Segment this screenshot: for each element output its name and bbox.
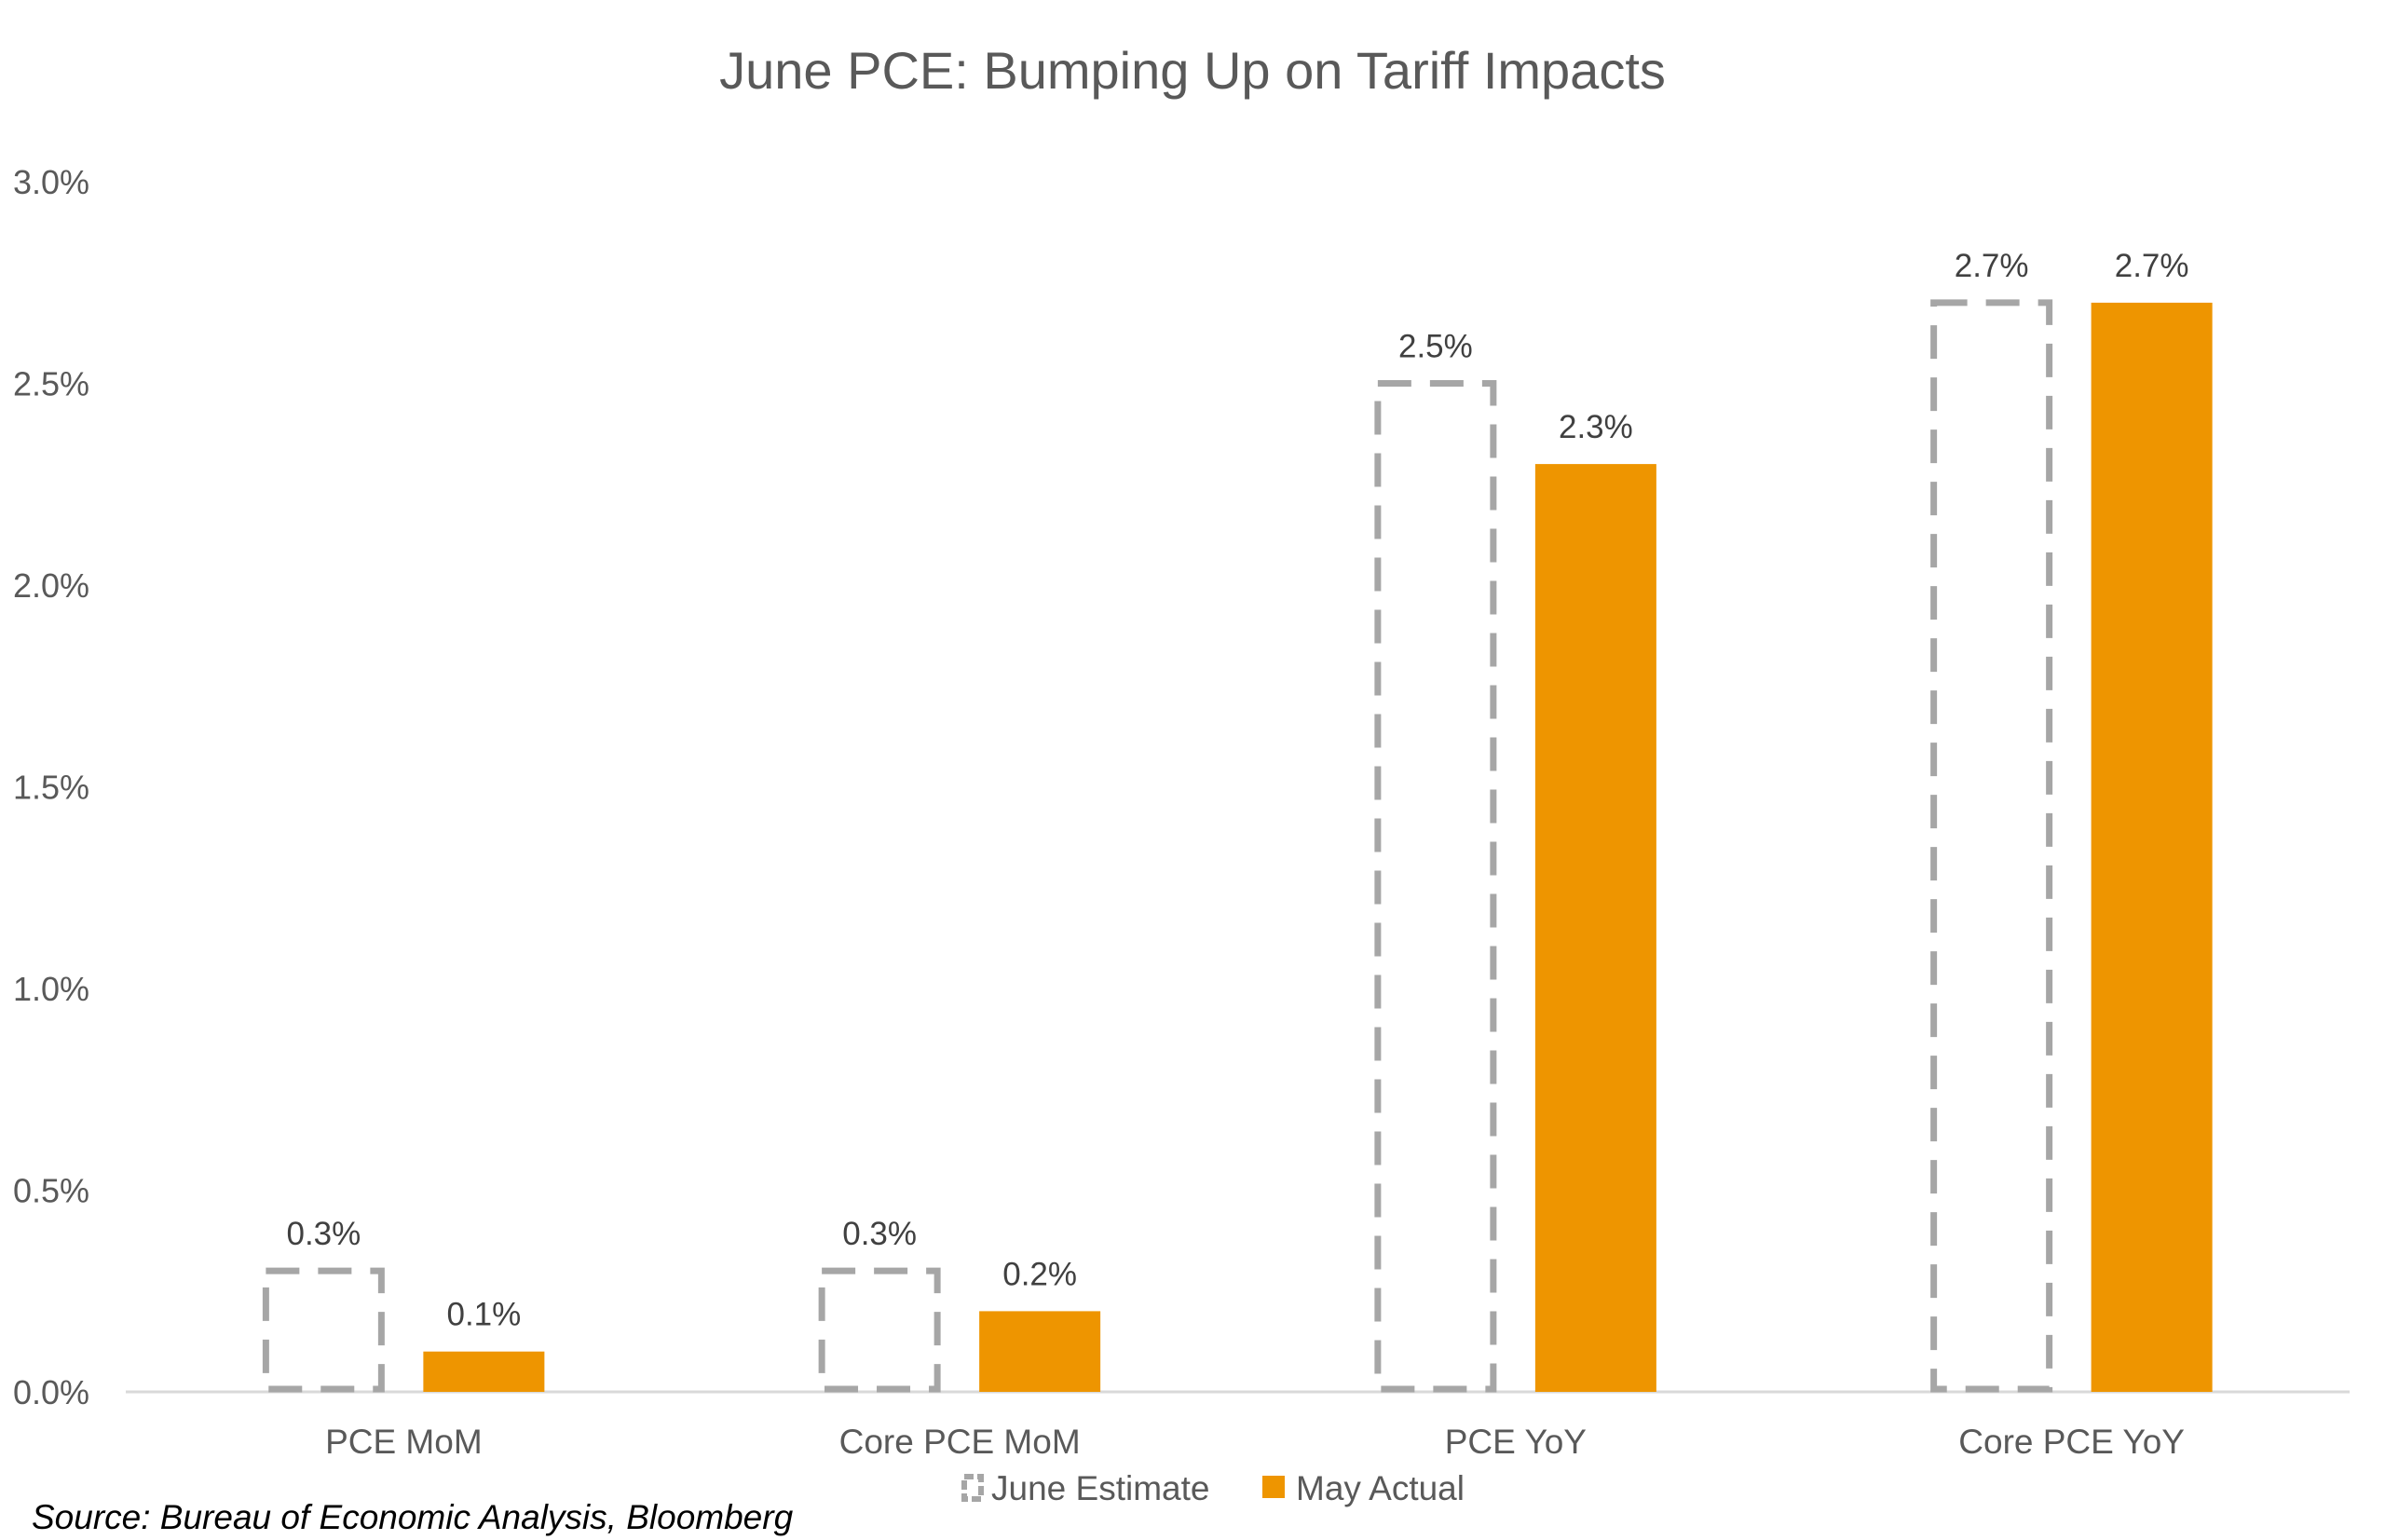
category-label: Core PCE YoY: [1958, 1423, 2185, 1461]
data-label-june-estimate: 2.7%: [1955, 248, 2029, 284]
y-tick-label: 0.0%: [13, 1373, 89, 1411]
data-label-may-actual: 2.3%: [1559, 409, 1633, 445]
category-labels: PCE MoM Core PCE MoM PCE YoY Core PCE YoY: [325, 1423, 2185, 1461]
chart-title: June PCE: Bumping Up on Tariff Impacts: [719, 41, 1666, 100]
y-tick-label: 3.0%: [13, 163, 89, 201]
legend-label-june-estimate: June Estimate: [991, 1469, 1209, 1507]
y-axis-tick-labels: 0.0% 0.5% 1.0% 1.5% 2.0% 2.5% 3.0%: [13, 163, 89, 1411]
bar-may-actual: [423, 1351, 545, 1392]
data-label-june-estimate: 0.3%: [286, 1216, 361, 1252]
bar-june-estimate: [1374, 380, 1497, 1393]
y-tick-label: 1.0%: [13, 970, 89, 1008]
category-label: PCE MoM: [325, 1423, 483, 1461]
y-tick-label: 1.5%: [13, 769, 89, 807]
y-tick-label: 2.5%: [13, 365, 89, 403]
data-label-may-actual: 0.2%: [1002, 1256, 1077, 1292]
legend-swatch-june-estimate: [961, 1474, 984, 1502]
category-label: Core PCE MoM: [839, 1423, 1081, 1461]
legend: June Estimate May Actual: [961, 1469, 1465, 1507]
bars: [262, 299, 2213, 1393]
category-label: PCE YoY: [1445, 1423, 1587, 1461]
data-labels: 0.3% 0.1% 0.3% 0.2% 2.5% 2.3% 2.7% 2.7%: [286, 248, 2188, 1333]
y-tick-label: 2.0%: [13, 566, 89, 605]
legend-swatch-may-actual: [1262, 1476, 1285, 1498]
legend-label-may-actual: May Actual: [1296, 1469, 1465, 1507]
data-label-june-estimate: 2.5%: [1398, 329, 1473, 365]
bar-june-estimate: [1930, 299, 2053, 1393]
data-label-june-estimate: 0.3%: [842, 1216, 917, 1252]
bar-june-estimate: [262, 1267, 385, 1393]
bar-may-actual: [2091, 302, 2213, 1392]
y-tick-label: 0.5%: [13, 1172, 89, 1210]
bar-may-actual: [979, 1311, 1101, 1392]
bar-june-estimate: [818, 1267, 941, 1393]
data-label-may-actual: 2.7%: [2115, 248, 2189, 284]
source-note: Source: Bureau of Economic Analysis, Blo…: [32, 1498, 794, 1536]
bar-may-actual: [1534, 464, 1656, 1393]
data-label-may-actual: 0.1%: [446, 1297, 521, 1333]
